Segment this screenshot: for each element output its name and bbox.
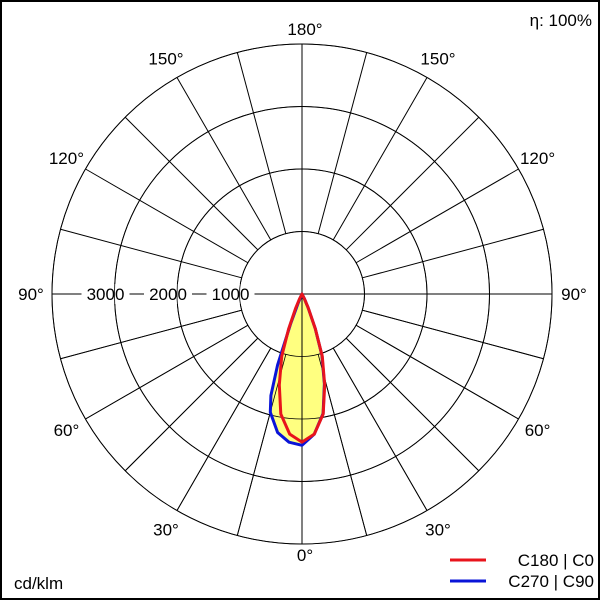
angle-label: 90°	[18, 285, 44, 304]
angle-label: 30°	[425, 521, 451, 540]
unit-label: cd/klm	[14, 574, 63, 593]
radial-tick-label: 1000	[212, 285, 250, 304]
grid-radial-overlay	[60, 309, 242, 360]
tick-label-bg	[81, 284, 130, 304]
grid-radial-line	[332, 77, 428, 241]
grid-radial-overlay	[85, 324, 249, 420]
grid-radial-overlay	[176, 347, 272, 511]
distribution-fill	[270, 294, 325, 446]
radial-tick-label: 3000	[87, 285, 125, 304]
angle-label: 60°	[54, 421, 80, 440]
grid-radial-overlay	[345, 337, 480, 472]
grid-radial-line	[345, 116, 480, 251]
angle-label: 150°	[148, 49, 183, 68]
angle-label: 90°	[561, 285, 587, 304]
angle-label: 30°	[153, 521, 179, 540]
angle-label: 180°	[287, 20, 322, 39]
grid-radial-overlay	[362, 309, 544, 360]
angle-label: 60°	[525, 421, 551, 440]
grid-radial-overlay	[317, 354, 368, 536]
grid-radial-line	[176, 77, 272, 241]
angle-label: 120°	[520, 149, 555, 168]
grid-radial-line	[85, 168, 249, 264]
grid-radial-line	[236, 52, 287, 234]
angle-label: 120°	[49, 149, 84, 168]
radial-tick-label: 2000	[149, 285, 187, 304]
legend-label: C270 | C90	[508, 572, 594, 591]
grid-radial-line	[362, 228, 544, 279]
grid-radial-line	[317, 52, 368, 234]
grid-radial-overlay	[124, 337, 259, 472]
angle-label: 150°	[420, 49, 455, 68]
efficiency-label: η: 100%	[530, 11, 592, 30]
angle-label: 0°	[297, 546, 313, 565]
grid-radial-overlay	[236, 354, 287, 536]
tick-label-bg	[144, 284, 192, 304]
grid-radial-overlay	[332, 347, 428, 511]
series-curve	[277, 292, 327, 444]
grid-radial-line	[355, 168, 519, 264]
legend-label: C180 | C0	[518, 551, 594, 570]
grid-radial-overlay	[355, 324, 519, 420]
grid-radial-line	[124, 116, 259, 251]
tick-label-bg	[206, 284, 255, 304]
grid-radial-line	[60, 228, 242, 279]
